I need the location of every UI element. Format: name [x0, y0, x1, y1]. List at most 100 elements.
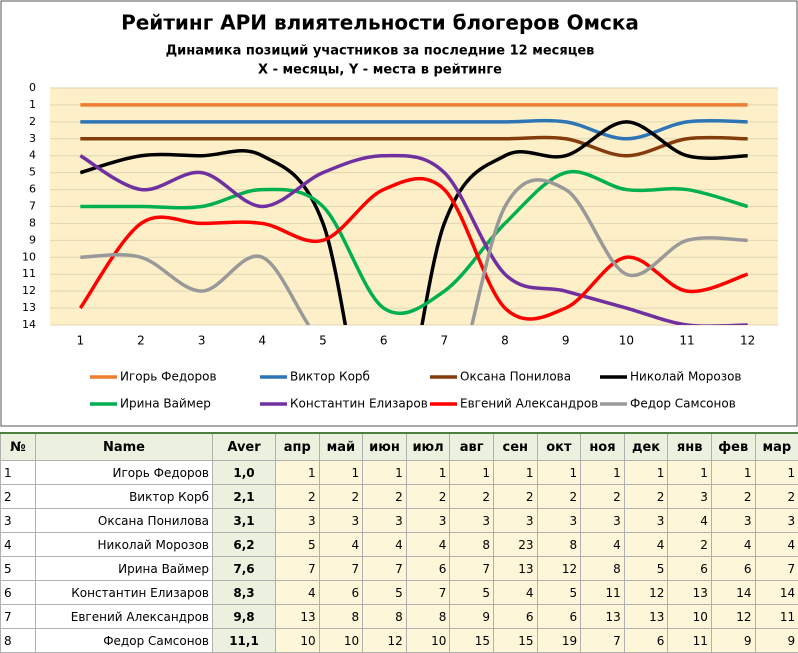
column-header: апр	[275, 432, 320, 461]
rank-cell: 1	[710, 460, 756, 485]
y-tick-label: 11	[22, 267, 36, 280]
table-row: 4 Николай Морозов 6,2 5 4 4 4 8 23 8 4 4 2 4 4	[0, 532, 798, 557]
rank-cell: 7	[754, 556, 798, 581]
rank-cell: 12	[536, 556, 582, 581]
y-tick-label: 12	[22, 284, 36, 297]
row-number: 6	[0, 580, 36, 605]
column-header: дек	[623, 432, 669, 461]
rank-cell: 2	[362, 484, 407, 509]
rank-cell: 4	[405, 532, 451, 557]
row-number: 3	[0, 508, 36, 533]
legend-label: Евгений Александров	[460, 397, 598, 411]
x-tick-label: 12	[740, 334, 755, 348]
rank-cell: 5	[449, 580, 494, 605]
rank-cell: 1	[318, 460, 364, 485]
rank-cell: 3	[623, 508, 669, 533]
rank-cell: 4	[623, 532, 669, 557]
column-header: июл	[405, 432, 451, 461]
y-tick-label: 9	[29, 233, 36, 246]
series-line	[80, 178, 748, 325]
rank-cell: 2	[710, 484, 756, 509]
rank-cell: 12	[710, 604, 756, 629]
y-tick-label: 5	[29, 166, 36, 179]
y-tick-label: 2	[29, 115, 36, 128]
rank-cell: 14	[710, 580, 756, 605]
x-tick-label: 10	[619, 334, 634, 348]
chart: Рейтинг АРИ влиятельности блогеров Омска…	[0, 0, 798, 427]
rank-cell: 6	[492, 604, 538, 629]
rank-cell: 3	[580, 508, 625, 533]
rank-cell: 10	[275, 628, 320, 653]
row-number: 2	[0, 484, 36, 509]
rank-cell: 4	[754, 532, 798, 557]
rank-cell: 9	[754, 628, 798, 653]
rank-cell: 1	[275, 460, 320, 485]
row-average: 7,6	[212, 556, 276, 581]
row-average: 2,1	[212, 484, 276, 509]
row-name: Игорь Федоров	[35, 460, 213, 485]
rank-cell: 7	[580, 628, 625, 653]
y-tick-label: 13	[22, 301, 36, 314]
y-tick-label: 7	[29, 200, 36, 213]
column-header: май	[318, 432, 364, 461]
legend-label: Константин Елизаров	[290, 397, 428, 411]
rank-cell: 2	[667, 532, 712, 557]
x-tick-label: 7	[441, 334, 449, 348]
row-average: 6,2	[212, 532, 276, 557]
column-header: фев	[710, 432, 756, 461]
row-number: 4	[0, 532, 36, 557]
legend-label: Федор Самсонов	[630, 397, 736, 411]
row-number: 7	[0, 604, 36, 629]
x-tick-label: 9	[562, 334, 570, 348]
row-number: 8	[0, 628, 36, 653]
row-average: 11,1	[212, 628, 276, 653]
rank-cell: 8	[318, 604, 364, 629]
rank-cell: 4	[710, 532, 756, 557]
x-tick-label: 5	[319, 334, 327, 348]
rank-cell: 6	[667, 556, 712, 581]
rank-cell: 10	[405, 628, 451, 653]
rank-cell: 3	[275, 508, 320, 533]
rank-cell: 13	[492, 556, 538, 581]
rank-cell: 3	[318, 508, 364, 533]
x-tick-label: 1	[77, 334, 85, 348]
rank-cell: 1	[362, 460, 407, 485]
x-tick-label: 4	[259, 334, 267, 348]
rank-cell: 4	[667, 508, 712, 533]
row-name: Николай Морозов	[35, 532, 213, 557]
rank-cell: 5	[623, 556, 669, 581]
rank-cell: 8	[580, 556, 625, 581]
rating-table: № Name Aver апр май июн июл авг сен окт ноя дек янв ф…	[0, 432, 798, 653]
rank-cell: 12	[362, 628, 407, 653]
row-name: Ирина Ваймер	[35, 556, 213, 581]
rank-cell: 4	[275, 580, 320, 605]
rank-cell: 7	[405, 580, 451, 605]
y-tick-label: 4	[29, 149, 36, 162]
rank-cell: 13	[667, 580, 712, 605]
column-header: окт	[536, 432, 582, 461]
series-line	[78, 176, 749, 321]
series-group	[78, 103, 749, 325]
rank-cell: 9	[449, 604, 494, 629]
rank-cell: 6	[623, 628, 669, 653]
x-tick-label: 8	[501, 334, 509, 348]
series-line	[79, 153, 748, 325]
rank-cell: 7	[318, 556, 364, 581]
rank-cell: 4	[492, 580, 538, 605]
rank-cell: 1	[449, 460, 494, 485]
rank-cell: 1	[536, 460, 582, 485]
series-line	[79, 120, 748, 325]
rank-cell: 2	[318, 484, 364, 509]
row-number: 5	[0, 556, 36, 581]
rank-cell: 12	[623, 580, 669, 605]
column-header: июн	[362, 432, 407, 461]
row-name: Виктор Корб	[35, 484, 213, 509]
table-row: 8 Федор Самсонов 11,1 10 10 12 10 15 15 19 7 6 11 9 9	[0, 628, 798, 653]
header-row: № Name Aver апр май июн июл авг сен окт ноя дек янв ф…	[0, 432, 798, 461]
chart-title: Рейтинг АРИ влиятельности блогеров Омска	[121, 11, 639, 35]
rank-cell: 6	[318, 580, 364, 605]
rank-cell: 11	[667, 628, 712, 653]
row-average: 9,8	[212, 604, 276, 629]
rank-cell: 8	[405, 604, 451, 629]
table-row: 3 Оксана Понилова 3,1 3 3 3 3 3 3 3 3 3 4 3 3	[0, 508, 798, 533]
